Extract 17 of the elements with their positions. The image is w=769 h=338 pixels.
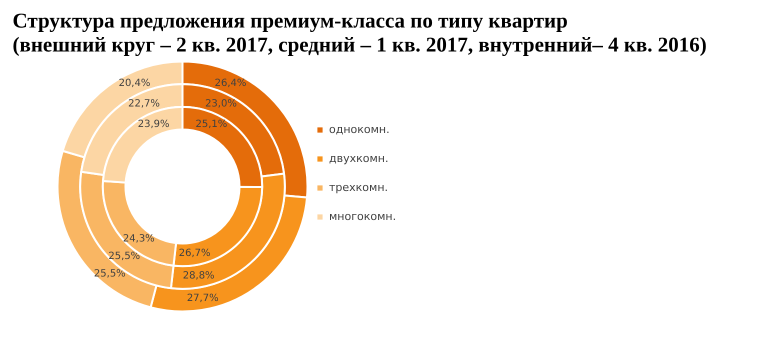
data-label: 26,7% [178, 248, 211, 260]
data-label: 25,5% [108, 250, 140, 262]
data-label: 20,4% [118, 78, 150, 89]
data-label: 25,5% [94, 268, 126, 280]
legend-label: двухкомн. [329, 152, 388, 165]
legend-label: многокомн. [329, 210, 396, 223]
legend-label: однокомн. [329, 123, 390, 136]
chart-title: Структура предложения премиум-класса по типу квартир (внешний круг – 2 кв. 2017, средний – 1 кв. 2017, внутренний– 4 кв. 2016) [12, 8, 707, 56]
data-label: 23,0% [205, 98, 237, 110]
data-label: 28,8% [182, 270, 215, 282]
data-label: 24,3% [122, 234, 155, 245]
data-label: 26,4% [214, 78, 246, 89]
data-label: 23,9% [138, 119, 170, 130]
data-label: 27,7% [186, 292, 219, 304]
data-label: 22,7% [128, 98, 160, 110]
legend-label: трехкомн. [329, 181, 388, 194]
data-label: 25,1% [195, 119, 228, 130]
